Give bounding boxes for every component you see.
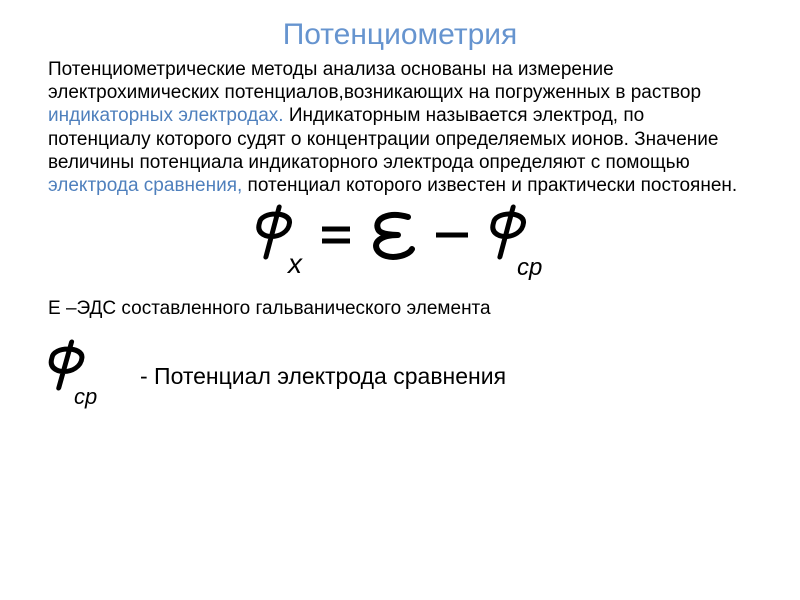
paragraph-span: Потенциометрические методы анализа основ… (48, 59, 701, 103)
phi-cp-symbol: ср (40, 338, 102, 415)
footer-row: ср - Потенциал электрода сравнения (40, 338, 764, 415)
emf-definition: Е –ЭДС составленного гальванического эле… (48, 298, 764, 320)
paragraph-span: электрода сравнения, (48, 175, 242, 196)
paragraph-span: индикаторных электродах. (48, 105, 284, 126)
body-paragraph: Потенциометрические методы анализа основ… (48, 58, 752, 197)
slide: Потенциометрия Потенциометрические метод… (0, 0, 800, 600)
formula-main: x ср (240, 199, 560, 285)
paragraph-span: потенциал которого известен и практическ… (242, 175, 737, 196)
formula-row: x ср (36, 199, 764, 290)
footer-label: - Потенциал электрода сравнения (140, 363, 506, 390)
svg-text:x: x (286, 248, 303, 279)
slide-title: Потенциометрия (36, 18, 764, 52)
svg-text:ср: ср (74, 384, 97, 409)
svg-text:ср: ср (517, 254, 542, 281)
